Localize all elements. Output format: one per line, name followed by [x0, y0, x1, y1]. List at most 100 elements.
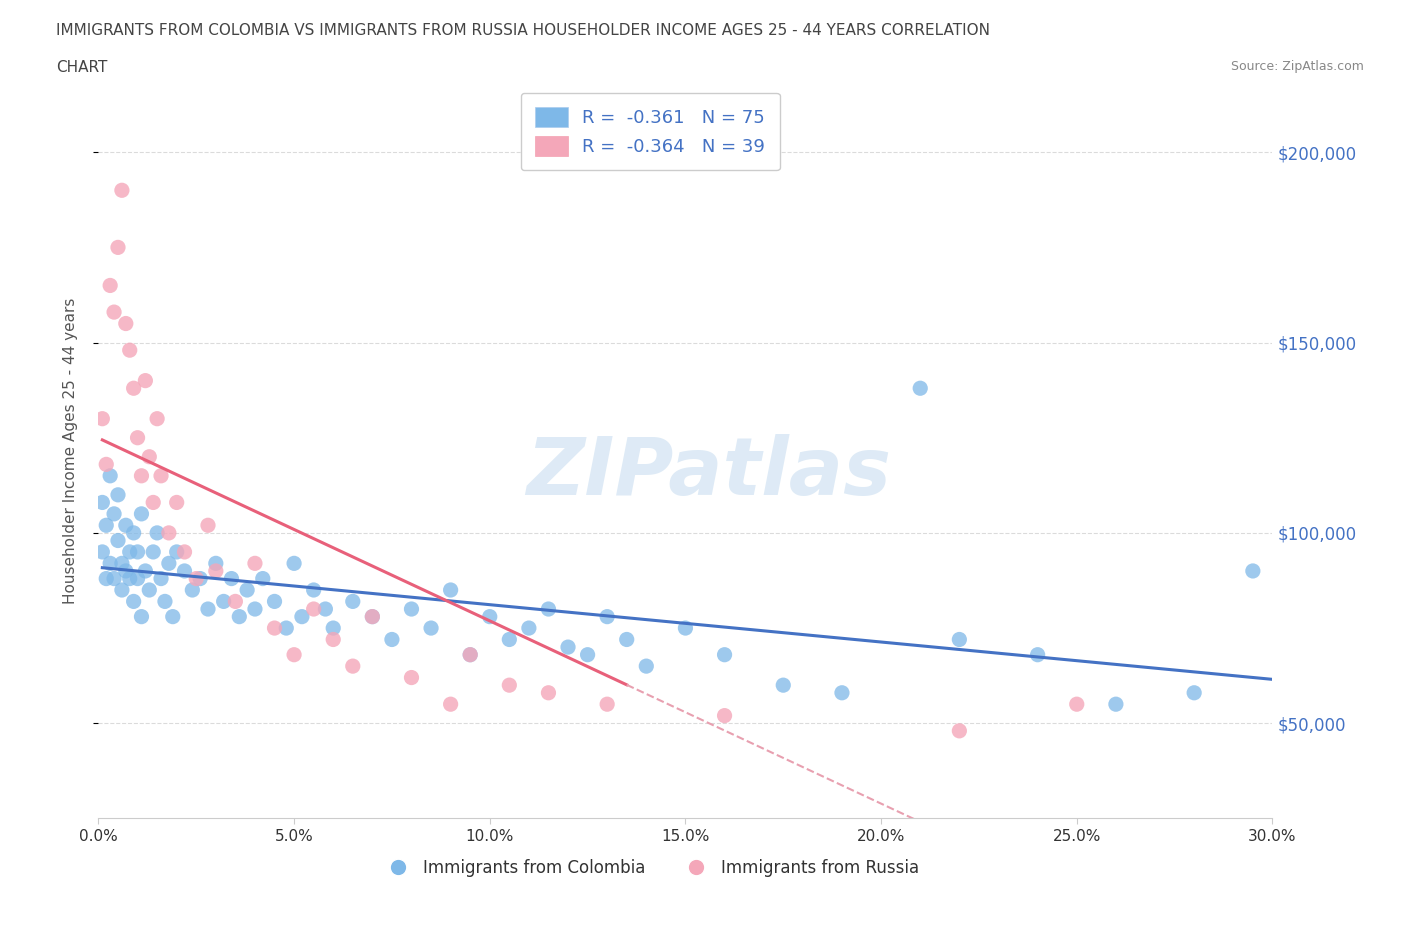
Point [142, 544, 165, 559]
Point [361, 609, 384, 624]
Point [157, 556, 180, 571]
Point [134, 373, 156, 388]
Point [342, 658, 364, 673]
Point [157, 525, 180, 540]
Point [131, 609, 153, 624]
Point [772, 678, 794, 693]
Point [228, 609, 250, 624]
Point [675, 620, 697, 635]
Point [420, 620, 443, 635]
Point [537, 602, 560, 617]
Point [1026, 647, 1049, 662]
Point [127, 431, 149, 445]
Point [138, 582, 160, 597]
Point [205, 556, 228, 571]
Point [118, 343, 141, 358]
Point [283, 647, 305, 662]
Point [948, 632, 970, 647]
Point [118, 544, 141, 559]
Point [107, 487, 129, 502]
Point [173, 544, 195, 559]
Point [361, 609, 384, 624]
Point [162, 609, 184, 624]
Point [153, 594, 176, 609]
Point [134, 564, 156, 578]
Point [243, 602, 266, 617]
Point [111, 556, 134, 571]
Point [98, 469, 121, 484]
Point [831, 685, 853, 700]
Point [114, 518, 136, 533]
Point [111, 582, 134, 597]
Y-axis label: Householder Income Ages 25 - 44 years: Householder Income Ages 25 - 44 years [63, 298, 77, 604]
Point [713, 647, 735, 662]
Point [150, 571, 173, 586]
Point [576, 647, 599, 662]
Point [1105, 697, 1128, 711]
Point [458, 647, 481, 662]
Point [91, 495, 114, 510]
Point [401, 671, 423, 685]
Point [107, 533, 129, 548]
Point [263, 620, 285, 635]
Point [401, 602, 423, 617]
Point [1241, 564, 1264, 578]
Point [322, 632, 344, 647]
Point [910, 380, 932, 395]
Point [188, 571, 211, 586]
Point [166, 495, 188, 510]
Point [440, 697, 463, 711]
Point [1182, 685, 1205, 700]
Point [114, 564, 136, 578]
Point [91, 411, 114, 426]
Point [96, 457, 118, 472]
Point [636, 658, 658, 673]
Point [114, 316, 136, 331]
Point [221, 571, 243, 586]
Point [98, 278, 121, 293]
Point [596, 609, 619, 624]
Point [150, 469, 173, 484]
Point [122, 525, 145, 540]
Point [181, 582, 204, 597]
Point [322, 620, 344, 635]
Point [557, 640, 579, 655]
Point [517, 620, 540, 635]
Point [1066, 697, 1088, 711]
Point [142, 495, 165, 510]
Point [205, 564, 228, 578]
Point [91, 544, 114, 559]
Point [948, 724, 970, 738]
Point [166, 544, 188, 559]
Point [478, 609, 501, 624]
Point [127, 544, 149, 559]
Point [283, 556, 305, 571]
Text: Source: ZipAtlas.com: Source: ZipAtlas.com [1230, 60, 1364, 73]
Point [440, 582, 463, 597]
Point [197, 518, 219, 533]
Point [498, 678, 520, 693]
Point [96, 518, 118, 533]
Point [498, 632, 520, 647]
Point [118, 571, 141, 586]
Point [243, 556, 266, 571]
Point [138, 449, 160, 464]
Point [96, 571, 118, 586]
Point [342, 594, 364, 609]
Text: IMMIGRANTS FROM COLOMBIA VS IMMIGRANTS FROM RUSSIA HOUSEHOLDER INCOME AGES 25 - : IMMIGRANTS FROM COLOMBIA VS IMMIGRANTS F… [56, 23, 990, 38]
Legend: Immigrants from Colombia, Immigrants from Russia: Immigrants from Colombia, Immigrants fro… [375, 852, 925, 883]
Point [596, 697, 619, 711]
Point [381, 632, 404, 647]
Point [111, 183, 134, 198]
Point [103, 571, 125, 586]
Point [146, 411, 169, 426]
Text: ZIPatlas: ZIPatlas [526, 434, 891, 512]
Point [173, 564, 195, 578]
Point [127, 571, 149, 586]
Point [103, 507, 125, 522]
Point [197, 602, 219, 617]
Point [224, 594, 246, 609]
Point [103, 305, 125, 320]
Point [236, 582, 259, 597]
Text: CHART: CHART [56, 60, 108, 75]
